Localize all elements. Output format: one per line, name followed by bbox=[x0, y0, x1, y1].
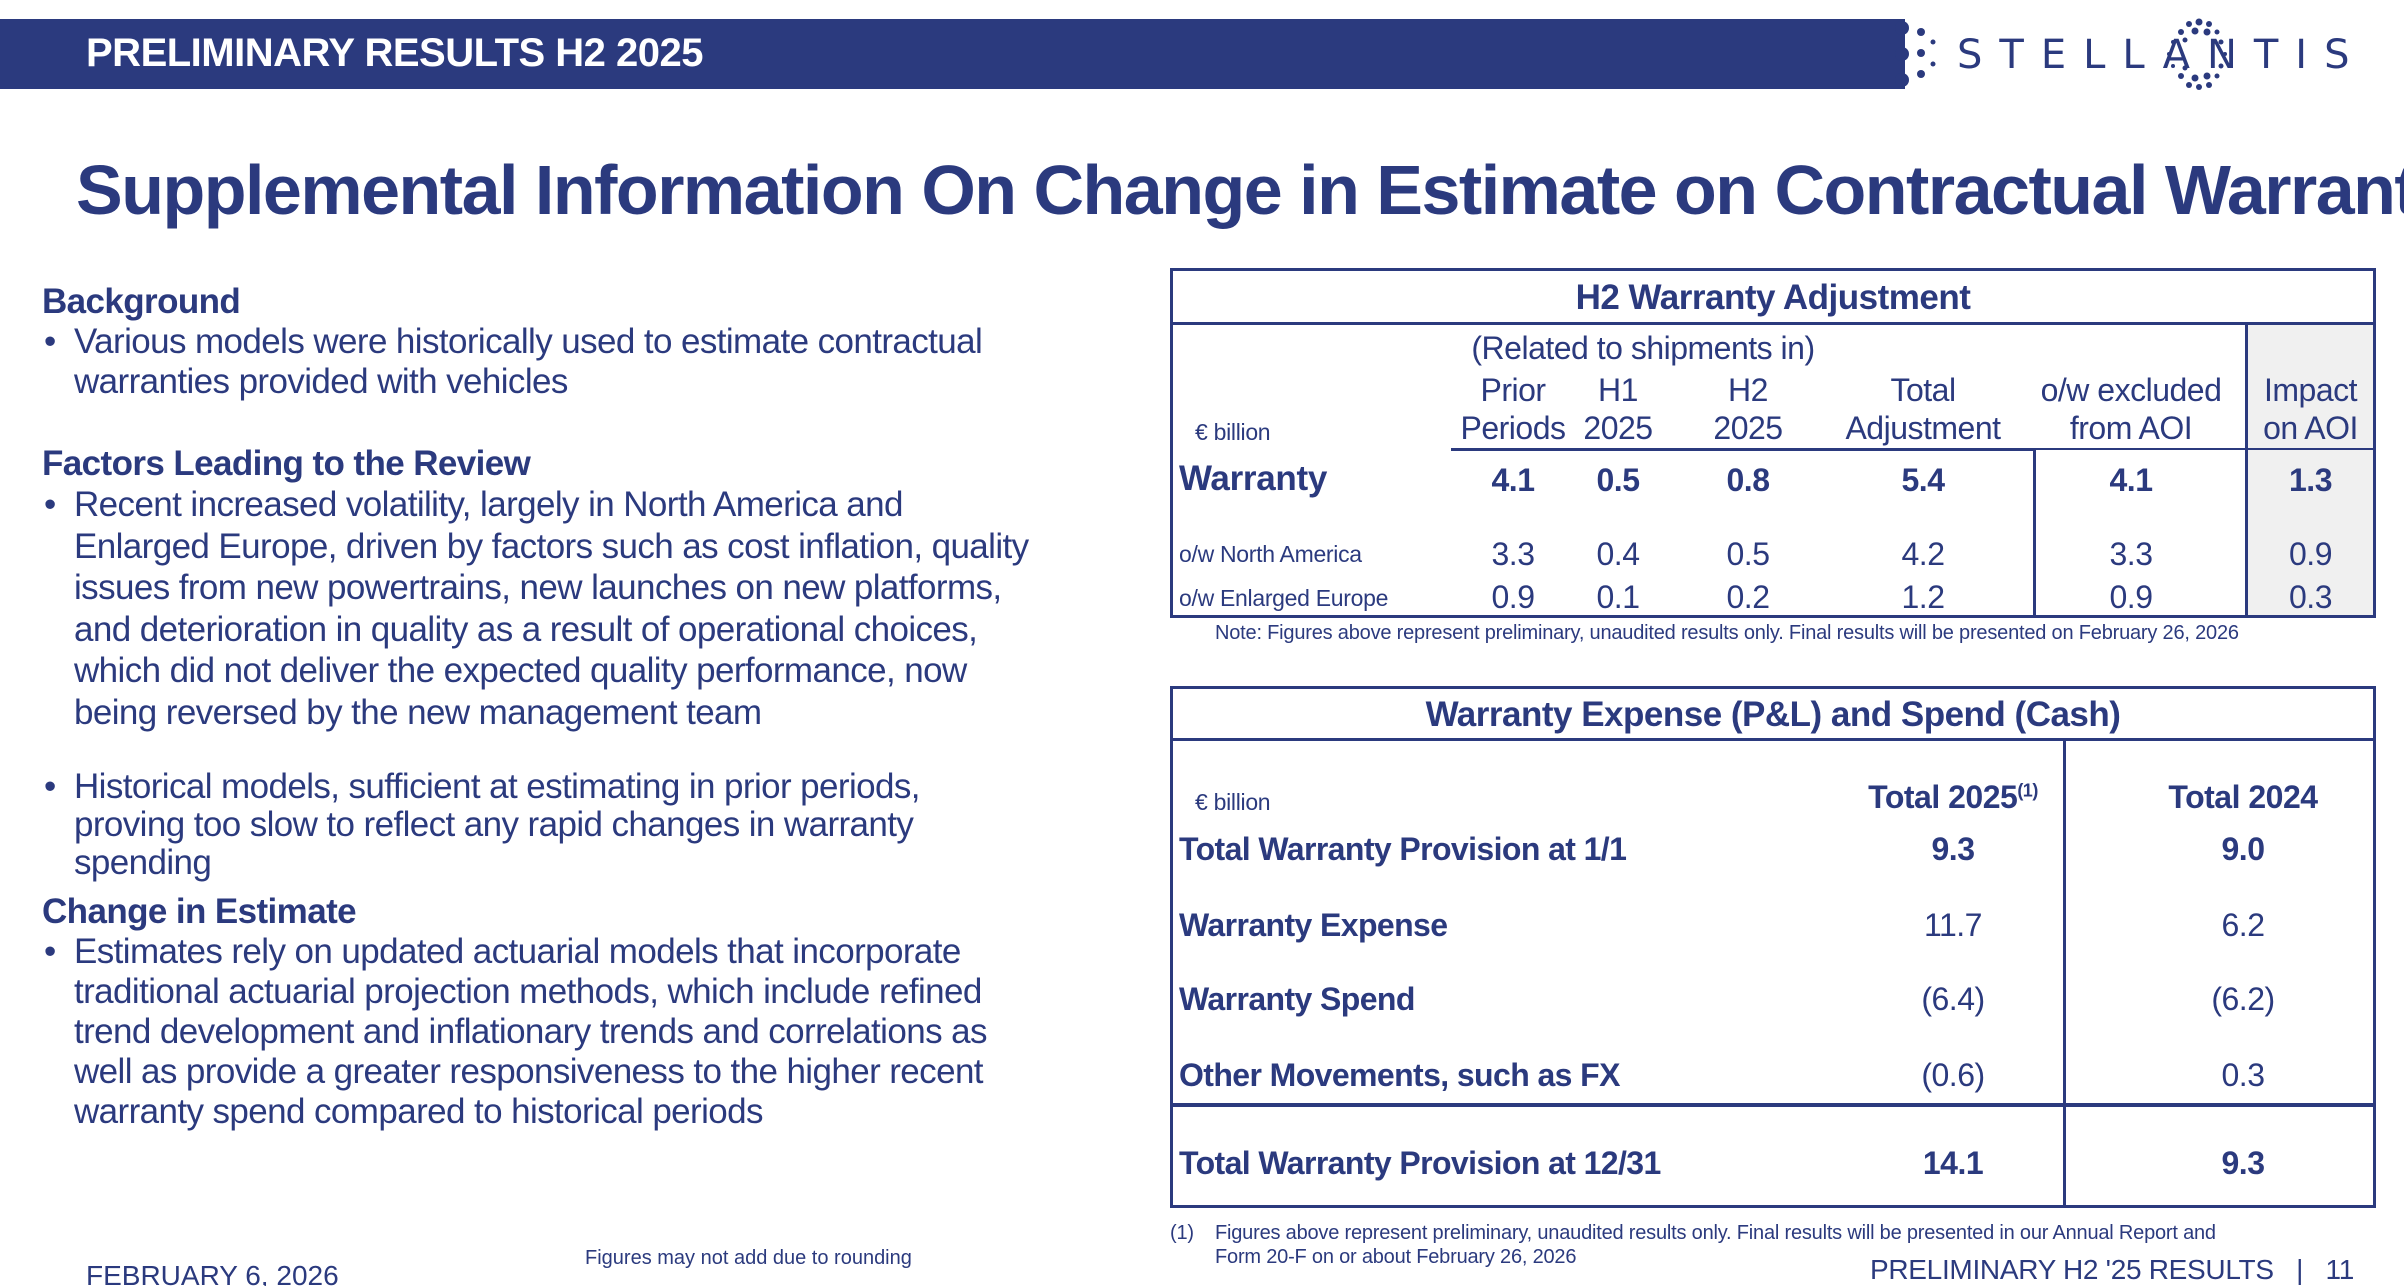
cell: 0.1 bbox=[1596, 579, 1640, 615]
header-underline bbox=[1451, 448, 2036, 451]
cell: 0.5 bbox=[1596, 462, 1640, 498]
section-heading-factors: Factors Leading to the Review bbox=[42, 444, 531, 483]
col-header-total-adjustment: Total Adjustment bbox=[1845, 372, 2001, 446]
cell: 0.3 bbox=[2289, 579, 2332, 615]
cell: 0.9 bbox=[1491, 579, 1535, 615]
cell: 4.1 bbox=[1491, 462, 1535, 498]
row-label-warranty: Warranty bbox=[1179, 459, 1328, 498]
footer-date: FEBRUARY 6, 2026 bbox=[86, 1260, 339, 1286]
cell: (6.4) bbox=[1921, 981, 1985, 1017]
page-title: Supplemental Information On Change in Es… bbox=[76, 151, 2404, 229]
bullet-icon: • bbox=[44, 932, 56, 971]
cell: 0.3 bbox=[2221, 1057, 2265, 1093]
row-label-other-movements: Other Movements, such as FX bbox=[1179, 1057, 1620, 1093]
col-header-prior-periods: Prior Periods bbox=[1460, 372, 1567, 446]
stellantis-logo: STELLANTIS bbox=[1895, 14, 2350, 96]
cell: 0.2 bbox=[1726, 579, 1770, 615]
bullet-background: • Various models were historically used … bbox=[44, 322, 983, 401]
column-divider bbox=[2033, 448, 2036, 615]
cell: 4.2 bbox=[1901, 536, 1945, 572]
table1-note: Note: Figures above represent preliminar… bbox=[1215, 622, 2239, 644]
row-label-enlarged-europe: o/w Enlarged Europe bbox=[1179, 585, 1389, 611]
cell: 6.2 bbox=[2221, 907, 2265, 943]
column-divider bbox=[2063, 741, 2066, 1205]
banner-title: PRELIMINARY RESULTS H2 2025 bbox=[86, 31, 704, 75]
left-column: Background • Various models were histori… bbox=[42, 282, 1062, 1132]
warranty-expense-spend-table: Warranty Expense (P&L) and Spend (Cash) … bbox=[1170, 686, 2376, 1208]
cell: (0.6) bbox=[1921, 1057, 1985, 1093]
header-underline-right bbox=[2033, 448, 2376, 450]
cell: 11.7 bbox=[1924, 907, 1982, 943]
cell: 0.8 bbox=[1726, 462, 1770, 498]
h2-warranty-adjustment-table: H2 Warranty Adjustment (Related to shipm… bbox=[1170, 268, 2376, 618]
cell: 0.9 bbox=[2109, 579, 2153, 615]
row-label-warranty-expense: Warranty Expense bbox=[1179, 907, 1448, 943]
logo-wordmark: STELLANTIS bbox=[1957, 32, 2367, 78]
cell: 4.1 bbox=[2109, 462, 2153, 498]
banner-dotted-edge bbox=[1893, 19, 1917, 89]
stellantis-dot-sphere-icon bbox=[1917, 18, 2227, 90]
col-header-impact-on-aoi: Impact on AOI bbox=[2263, 372, 2358, 446]
col-header-total-2025: Total 2025(1) bbox=[1868, 779, 2038, 815]
total-rule bbox=[1173, 1103, 2373, 1107]
cell: 14.1 bbox=[1922, 1145, 1984, 1181]
row-label-provision-start: Total Warranty Provision at 1/1 bbox=[1179, 831, 1627, 867]
cell: 1.2 bbox=[1901, 579, 1945, 615]
footer-rounding-note: Figures may not add due to rounding bbox=[585, 1247, 912, 1269]
table1-title: H2 Warranty Adjustment bbox=[1173, 271, 2373, 325]
cell: 0.5 bbox=[1726, 536, 1770, 572]
footnote-line-2: Form 20-F on or about February 26, 2026 bbox=[1215, 1246, 1577, 1268]
bullet-factors-2: • Historical models, sufficient at estim… bbox=[44, 767, 921, 882]
col-header-excluded-from-aoi: o/w excluded from AOI bbox=[2040, 372, 2222, 446]
header-banner: PRELIMINARY RESULTS H2 2025 bbox=[0, 19, 1909, 89]
bullet-icon: • bbox=[44, 485, 56, 524]
table2-unit: € billion bbox=[1195, 789, 1271, 815]
footer-page-label: PRELIMINARY H2 '25 RESULTS | 11 bbox=[1870, 1254, 2355, 1285]
section-heading-background: Background bbox=[42, 282, 241, 321]
col-header-total-2024: Total 2024 bbox=[2168, 779, 2318, 815]
table1-unit: € billion bbox=[1195, 419, 1271, 445]
row-label-provision-end: Total Warranty Provision at 12/31 bbox=[1179, 1145, 1661, 1181]
impact-on-aoi-shaded-column bbox=[2245, 325, 2373, 615]
row-label-warranty-spend: Warranty Spend bbox=[1179, 981, 1415, 1017]
col-header-h2-2025: H2 2025 bbox=[1713, 372, 1783, 446]
table2-title: Warranty Expense (P&L) and Spend (Cash) bbox=[1173, 689, 2373, 741]
footnote-line-1: Figures above represent preliminary, una… bbox=[1215, 1222, 2216, 1244]
cell: 5.4 bbox=[1901, 462, 1945, 498]
cell: 9.3 bbox=[2221, 1145, 2265, 1181]
bullet-icon: • bbox=[44, 322, 56, 361]
cell: 9.3 bbox=[1931, 831, 1975, 867]
cell: 3.3 bbox=[2109, 536, 2153, 572]
cell: 1.3 bbox=[2289, 462, 2332, 498]
col-header-h1-2025: H1 2025 bbox=[1583, 372, 1653, 446]
bullet-icon: • bbox=[44, 767, 56, 806]
cell: 0.4 bbox=[1596, 536, 1640, 572]
row-label-north-america: o/w North America bbox=[1179, 541, 1362, 567]
bullet-factors-1: • Recent increased volatility, largely i… bbox=[44, 485, 1029, 732]
cell: (6.2) bbox=[2211, 981, 2275, 1017]
footnote-marker: (1) bbox=[1170, 1222, 1194, 1244]
bullet-change: • Estimates rely on updated actuarial mo… bbox=[44, 932, 987, 1131]
cell: 9.0 bbox=[2221, 831, 2265, 867]
cell: 0.9 bbox=[2289, 536, 2332, 572]
group-label: (Related to shipments in) bbox=[1471, 330, 1815, 366]
cell: 3.3 bbox=[1491, 536, 1535, 572]
section-heading-change: Change in Estimate bbox=[42, 892, 357, 931]
